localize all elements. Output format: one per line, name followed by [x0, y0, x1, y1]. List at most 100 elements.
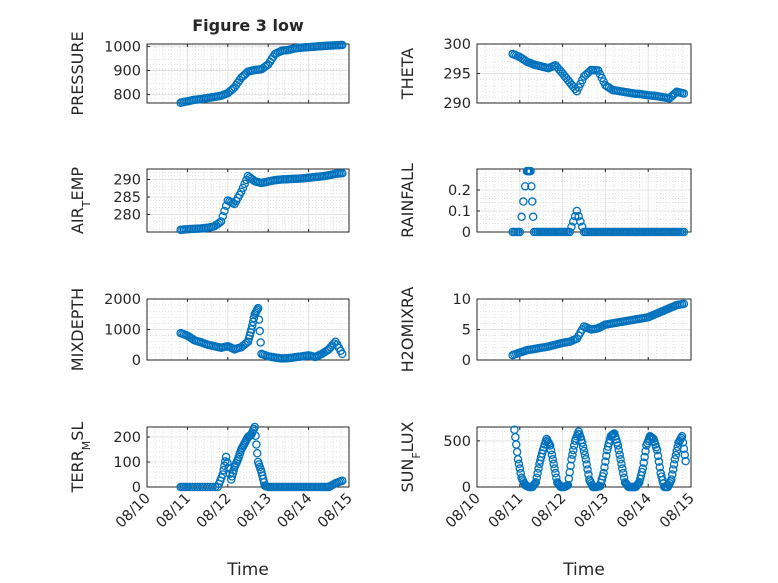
- y-tick-label: 0: [132, 480, 141, 496]
- data-point: [655, 463, 665, 472]
- x-tick-label: 08/15: [315, 491, 356, 532]
- axes-box: [146, 43, 350, 104]
- series-markers: [508, 166, 689, 237]
- data-point: [529, 480, 539, 489]
- series-markers: [176, 168, 347, 235]
- x-axis-label: Time: [562, 560, 605, 580]
- y-tick-label: 0: [462, 480, 471, 496]
- data-point: [668, 470, 677, 479]
- data-point: [531, 478, 541, 487]
- data-point: [338, 349, 347, 359]
- subplot-h2omixra: 0 5 10 H2OMIXRA: [398, 287, 692, 373]
- y-tick-label: 290: [443, 96, 471, 112]
- data-point: [534, 464, 543, 473]
- data-point: [253, 303, 263, 313]
- data-point: [254, 315, 264, 324]
- data-point: [569, 445, 578, 455]
- data-point: [527, 182, 536, 191]
- data-point: [570, 211, 580, 221]
- grid: [147, 168, 349, 233]
- series-markers: [508, 49, 689, 103]
- data-point: [513, 455, 523, 464]
- series-markers: [510, 425, 690, 492]
- data-point: [242, 338, 251, 348]
- data-point: [613, 441, 623, 450]
- data-point: [548, 455, 558, 464]
- data-point: [567, 455, 576, 464]
- data-point: [681, 456, 690, 466]
- data-point: [216, 217, 226, 226]
- data-point: [679, 89, 689, 98]
- data-point: [528, 197, 537, 206]
- subplot-rainfall: 0 0.1 0.2 RAINFALL: [398, 163, 692, 241]
- data-point: [338, 168, 347, 178]
- y-tick-label: 2000: [104, 292, 141, 308]
- data-point: [670, 455, 680, 464]
- subplot-sun_flux: 0 500 08/10 08/11 08/12 08/13 08/14 08/15 SUNFLU…: [398, 421, 698, 580]
- x-tick-label: 08/12: [194, 491, 235, 532]
- data-point: [572, 206, 582, 216]
- data-point: [653, 451, 663, 461]
- x-tick-label: 08/12: [529, 491, 570, 532]
- data-point: [247, 321, 257, 330]
- data-point: [677, 431, 687, 441]
- data-point: [641, 446, 650, 456]
- series-markers: [508, 299, 689, 360]
- data-point: [338, 476, 347, 485]
- data-point: [671, 450, 681, 460]
- axes-box: [476, 426, 692, 488]
- data-point: [223, 458, 232, 467]
- data-point: [549, 459, 558, 469]
- data-point: [250, 422, 259, 432]
- y-axis-label: PRESSURE: [68, 31, 87, 115]
- y-tick-label: 0.1: [448, 204, 471, 220]
- data-point: [237, 187, 246, 196]
- data-point: [614, 445, 624, 455]
- series-markers: [176, 40, 347, 108]
- data-point: [602, 451, 611, 461]
- data-point: [532, 473, 541, 483]
- data-point: [564, 474, 574, 483]
- y-tick-label: 295: [443, 67, 471, 83]
- data-point: [639, 458, 648, 468]
- data-point: [218, 211, 227, 221]
- data-point: [652, 445, 662, 455]
- subplot-pressure: 800 900 1000 PRESSURE Figure 3 low: [68, 16, 350, 116]
- data-point: [550, 464, 559, 473]
- data-point: [247, 325, 256, 334]
- data-point: [678, 438, 688, 447]
- series-markers: [176, 303, 347, 363]
- data-point: [533, 468, 542, 478]
- x-tick-label: 08/10: [113, 491, 154, 532]
- y-axis-label: SUNFLUX: [398, 421, 423, 492]
- x-axis-label: Time: [226, 560, 269, 580]
- y-tick-label: 285: [113, 190, 141, 206]
- y-tick-label: 290: [113, 173, 141, 189]
- data-point: [576, 217, 585, 226]
- data-point: [615, 450, 624, 459]
- data-point: [582, 460, 591, 469]
- data-point: [581, 455, 591, 464]
- y-axis-label: RAINFALL: [398, 163, 417, 238]
- x-tick-label: 08/13: [571, 491, 612, 532]
- data-point: [599, 468, 608, 478]
- y-axis-label: H2OMIXRA: [398, 287, 417, 373]
- data-point: [551, 468, 560, 478]
- y-tick-label: 0: [462, 353, 471, 369]
- data-point: [240, 179, 249, 189]
- data-point: [580, 450, 590, 460]
- data-point: [601, 457, 610, 466]
- y-tick-label: 0: [462, 225, 471, 241]
- data-point: [669, 460, 679, 469]
- y-axis-label: MIXDEPTH: [68, 288, 87, 371]
- data-point: [567, 222, 576, 231]
- y-tick-label: 900: [113, 63, 141, 79]
- data-point: [618, 464, 627, 473]
- data-point: [546, 445, 556, 455]
- y-tick-label: 0.2: [448, 183, 471, 199]
- subplot-terr_msl: 0 100 200 08/10 08/11 08/12 08/13 08/14 08/15 TER…: [68, 422, 356, 580]
- data-point: [514, 459, 524, 469]
- data-point: [221, 452, 231, 462]
